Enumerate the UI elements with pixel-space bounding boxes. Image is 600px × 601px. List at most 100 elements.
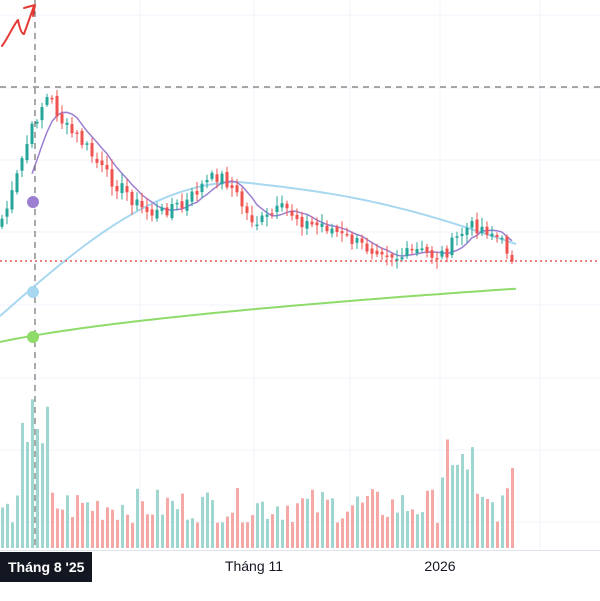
candle-body: [100, 160, 104, 166]
volume-bar: [81, 502, 84, 548]
candle-body: [285, 203, 289, 209]
volume-bar: [436, 522, 439, 548]
candle-body: [315, 222, 319, 226]
volume-bar: [386, 516, 389, 548]
volume-bar: [496, 521, 499, 548]
candle-body: [160, 207, 164, 211]
volume-bar: [51, 492, 54, 548]
candle-body: [55, 95, 59, 117]
candle-body: [470, 221, 474, 228]
candle-body: [280, 203, 284, 208]
volume-bar: [321, 492, 324, 548]
candle-body: [235, 185, 239, 193]
volume-bar: [506, 488, 509, 548]
volume-bar: [31, 399, 34, 548]
candle-body: [205, 179, 209, 183]
candle-body: [425, 246, 429, 253]
candle-body: [180, 201, 184, 209]
volume-bar: [296, 503, 299, 548]
candle-body: [270, 213, 274, 215]
x-tick-label: Tháng 11: [224, 558, 284, 574]
volume-bar: [261, 501, 264, 548]
candle-body: [150, 209, 154, 216]
volume-bar: [251, 515, 254, 548]
volume-bar: [226, 516, 229, 548]
volume-bar: [6, 503, 9, 548]
candle-body: [290, 211, 294, 216]
candle-body: [170, 203, 174, 219]
volume-bar: [486, 498, 489, 548]
volume-bar: [441, 477, 444, 548]
candle-body: [40, 107, 44, 121]
candle-body: [175, 202, 179, 205]
ma-long-marker: [27, 331, 39, 343]
candle-body: [295, 214, 299, 220]
candle-body: [495, 235, 499, 238]
candle-body: [65, 122, 69, 125]
volume-bar: [311, 489, 314, 548]
candle-body: [85, 143, 89, 145]
volume-bar: [421, 512, 424, 548]
volume-bar: [66, 495, 69, 548]
volume-bar: [246, 522, 249, 548]
volume-bar: [361, 502, 364, 548]
volume-bar: [336, 522, 339, 548]
volume-bar: [286, 505, 289, 548]
candle-body: [445, 248, 449, 258]
candle-body: [210, 172, 214, 179]
volume-bar: [341, 518, 344, 548]
candle-body: [355, 238, 359, 243]
candle-body: [90, 142, 94, 157]
candle-body: [215, 174, 219, 182]
ma-mid-line: [0, 180, 517, 317]
candlestick-chart[interactable]: [0, 0, 600, 550]
candle-body: [385, 255, 389, 257]
candle-body: [225, 171, 229, 188]
volume-bar: [481, 496, 484, 548]
volume-bar: [501, 495, 504, 548]
volume-bar: [281, 519, 284, 548]
volume-bar: [46, 406, 49, 548]
volume-bar: [186, 519, 189, 548]
candle-body: [265, 214, 269, 217]
candle-body: [5, 208, 9, 217]
candle-body: [95, 158, 99, 163]
volume-bar: [16, 495, 19, 548]
candle-body: [510, 254, 514, 262]
volume-bar: [101, 519, 104, 548]
candle-body: [455, 236, 459, 238]
volume-bar: [211, 500, 214, 548]
candle-body: [500, 237, 504, 240]
volume-bar: [86, 502, 89, 548]
volume-bar: [11, 522, 14, 548]
volume-bar: [231, 512, 234, 548]
volume-bar: [221, 522, 224, 548]
candle-body: [195, 191, 199, 195]
candle-body: [130, 191, 134, 206]
candle-body: [255, 224, 259, 227]
candle-body: [240, 191, 244, 207]
volume-bar: [106, 507, 109, 548]
candle-body: [145, 207, 149, 213]
candle-body: [435, 258, 439, 260]
candle-body: [430, 250, 434, 258]
volume-bar: [126, 514, 129, 548]
candle-body: [460, 233, 464, 237]
candle-body: [30, 123, 34, 144]
volume-bar: [431, 489, 434, 548]
candle-body: [190, 191, 194, 202]
candle-body: [70, 124, 74, 134]
candle-body: [110, 169, 114, 187]
volume-bar: [391, 499, 394, 548]
volume-bar: [316, 512, 319, 548]
candle-body: [400, 257, 404, 260]
volume-bar: [376, 491, 379, 548]
candle-body: [405, 248, 409, 257]
volume-bar: [346, 511, 349, 548]
volume-bar: [191, 518, 194, 548]
candle-body: [230, 185, 234, 189]
candle-body: [340, 231, 344, 234]
volume-bar: [326, 499, 329, 548]
volume-bar: [71, 517, 74, 548]
